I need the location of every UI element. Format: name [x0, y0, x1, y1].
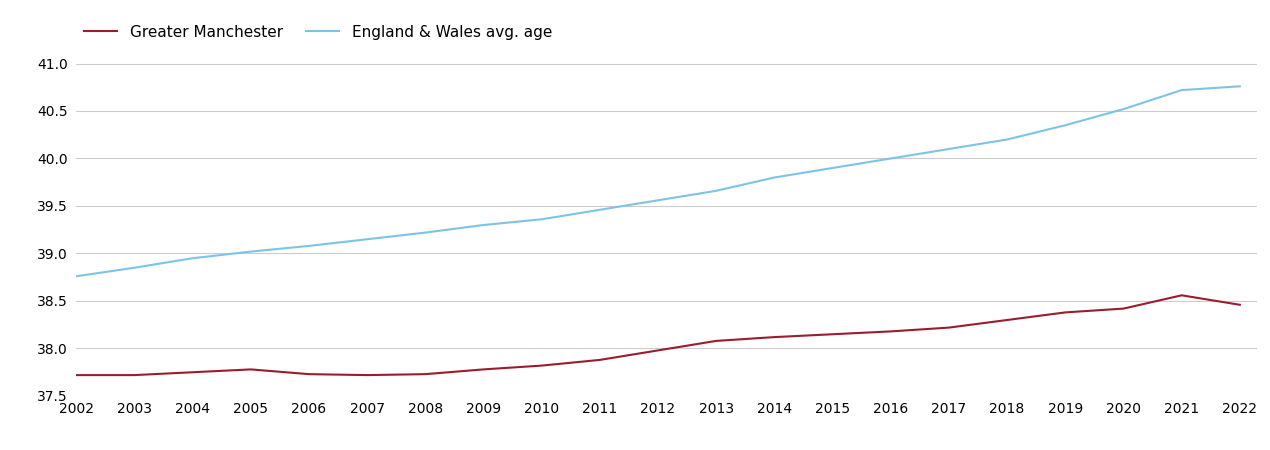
England & Wales avg. age	[1116, 106, 1132, 112]
Greater Manchester	[418, 371, 433, 377]
Legend: Greater Manchester, England & Wales avg. age: Greater Manchester, England & Wales avg.…	[84, 24, 552, 40]
Greater Manchester	[709, 338, 724, 344]
England & Wales avg. age	[1232, 84, 1247, 89]
England & Wales avg. age	[999, 137, 1015, 142]
Greater Manchester	[69, 373, 84, 378]
Greater Manchester	[127, 373, 142, 378]
England & Wales avg. age	[535, 216, 550, 222]
England & Wales avg. age	[650, 198, 665, 203]
England & Wales avg. age	[185, 256, 201, 261]
Greater Manchester	[476, 367, 491, 372]
Greater Manchester	[359, 373, 375, 378]
Greater Manchester	[767, 334, 782, 340]
England & Wales avg. age	[418, 230, 433, 235]
England & Wales avg. age	[592, 207, 607, 212]
Greater Manchester	[1173, 292, 1189, 298]
Greater Manchester	[301, 371, 316, 377]
England & Wales avg. age	[476, 222, 491, 228]
Line: Greater Manchester: Greater Manchester	[76, 295, 1240, 375]
England & Wales avg. age	[359, 237, 375, 242]
England & Wales avg. age	[826, 165, 841, 171]
England & Wales avg. age	[1173, 87, 1189, 93]
Greater Manchester	[535, 363, 550, 368]
England & Wales avg. age	[767, 175, 782, 180]
England & Wales avg. age	[301, 243, 316, 248]
England & Wales avg. age	[709, 188, 724, 194]
England & Wales avg. age	[1058, 122, 1073, 128]
Greater Manchester	[883, 328, 898, 334]
Greater Manchester	[243, 367, 258, 372]
England & Wales avg. age	[883, 156, 898, 161]
England & Wales avg. age	[941, 146, 956, 152]
Line: England & Wales avg. age: England & Wales avg. age	[76, 86, 1240, 276]
Greater Manchester	[941, 325, 956, 330]
Greater Manchester	[1058, 310, 1073, 315]
Greater Manchester	[826, 332, 841, 337]
England & Wales avg. age	[243, 249, 258, 254]
Greater Manchester	[1116, 306, 1132, 311]
Greater Manchester	[592, 357, 607, 363]
Greater Manchester	[185, 369, 201, 375]
England & Wales avg. age	[127, 265, 142, 270]
Greater Manchester	[999, 317, 1015, 323]
Greater Manchester	[650, 348, 665, 353]
England & Wales avg. age	[69, 274, 84, 279]
Greater Manchester	[1232, 302, 1247, 307]
